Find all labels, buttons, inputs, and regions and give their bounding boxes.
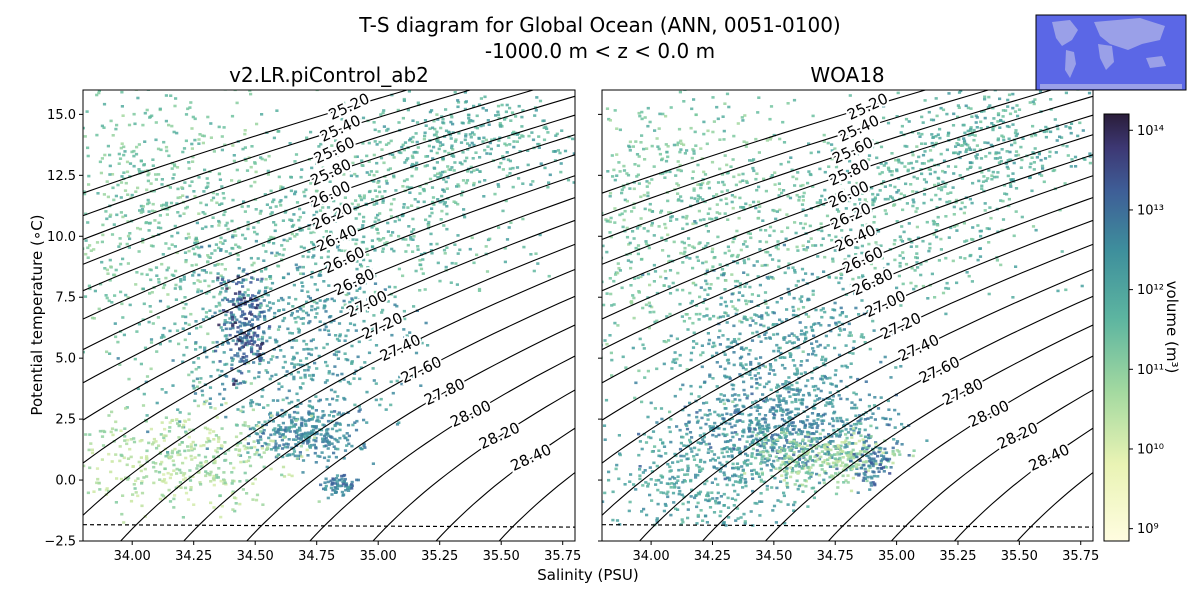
y-tick-label: −2.5 [44,535,76,550]
isopycnal-line [602,175,1093,384]
isopycnal-line [309,355,575,541]
panel-title-left: v2.LR.piControl_ab2 [229,63,429,87]
isopycnal-contours [602,90,1093,541]
isopycnal-line [827,355,1093,541]
colorbar-tick-label: 10¹⁰ [1137,442,1164,457]
isopycnal-line [83,154,575,351]
axes-layer: 34.00 34.25 34.50 34.75 35.00 35.25 35.50 35.75… [44,89,1099,564]
volume-density-cells [83,90,575,524]
x-tick-label: 34.50 [755,549,792,564]
y-tick-label: 12.5 [47,169,76,184]
isopycnal-line [602,90,991,217]
x-tick-label: 35.75 [544,549,581,564]
isopycnal-line [953,427,1093,541]
isopycnal-line [602,134,1093,320]
isopycnal-line [119,268,575,541]
colorbar-tick-label: 10¹³ [1137,203,1164,218]
isopycnal-line [764,324,1093,541]
x-tick-label: 34.75 [817,549,854,564]
x-tick-label: 35.00 [878,549,915,564]
isopycnal-line [602,90,928,194]
isopycnal-line [83,95,575,265]
x-tick-label: 35.00 [360,549,397,564]
colorbar-label: volume (m³) [1163,280,1181,374]
isopycnal-line [602,243,1093,517]
figure-title: T-S diagram for Global Ocean (ANN, 0051-… [359,13,841,37]
x-tick-label: 35.75 [1062,549,1099,564]
figure-subtitle: -1000.0 m < z < 0.0 m [484,39,716,63]
isopycnal-line [435,427,575,541]
isopycnal-line [83,90,473,217]
freezing-line [602,524,1093,528]
isopycnal-line [602,219,1093,464]
y-tick-label: 2.5 [55,413,76,428]
isopycnal-line [602,90,1054,241]
isopycnal-line [890,389,1093,541]
isopycnal-line [246,324,575,541]
plot-frame [82,89,576,542]
y-axis-label: Potential temperature (∘C) [28,214,46,416]
y-tick-label: 5.0 [55,352,76,367]
y-tick-label: 0.0 [55,474,76,489]
isopycnal-line [183,295,575,541]
isopycnal-contours [83,90,575,541]
x-tick-label: 34.25 [175,549,212,564]
freezing-line [83,524,575,528]
panel-right: 25.2025.4025.6025.8026.0026.2026.4026.60… [602,90,1093,541]
x-tick-label: 34.50 [237,549,274,564]
y-tick-label: 10.0 [47,230,76,245]
x-tick-label: 34.00 [632,549,669,564]
isopycnal-line [372,389,575,541]
globe-map-icon [1035,14,1187,91]
x-tick-label: 35.50 [1001,549,1038,564]
isopycnal-line [602,95,1093,265]
isopycnal-line [83,196,575,421]
x-tick-label: 35.50 [483,549,520,564]
isopycnal-line [602,114,1093,292]
x-tick-label: 34.75 [298,549,335,564]
isopycnal-line [602,196,1093,421]
panel-left: 25.2025.4025.6025.8026.0026.2026.4026.60… [83,90,575,541]
x-tick-label: 34.25 [694,549,731,564]
plot-frame [601,89,1094,542]
isopycnal-line [83,243,575,517]
colorbar-tick-label: 10⁹ [1137,522,1159,537]
isopycnal-line [701,295,1093,541]
isopycnal-line [83,175,575,384]
y-tick-label: 7.5 [55,291,76,306]
isopycnal-line [83,134,575,320]
x-tick-label: 35.25 [939,549,976,564]
isopycnal-line [83,219,575,464]
isopycnal-line [638,268,1093,541]
x-tick-label: 34.00 [114,549,151,564]
isopycnal-line [83,90,536,241]
panel-title-right: WOA18 [810,63,885,87]
colorbar-tick-label: 10¹² [1137,283,1164,298]
colorbar-ticks: 10⁹ 10¹⁰ 10¹¹ 10¹² 10¹³ 10¹⁴ [1129,124,1164,537]
isopycnal-line [83,90,410,194]
colorbar-tick-label: 10¹⁴ [1137,124,1164,139]
x-axis-label: Salinity (PSU) [537,566,639,584]
isopycnal-line [83,114,575,292]
x-tick-label: 35.25 [421,549,458,564]
colorbar [1103,113,1130,542]
colorbar-tick-label: 10¹¹ [1137,363,1164,378]
isopycnal-line [602,154,1093,351]
y-tick-label: 15.0 [47,108,76,123]
